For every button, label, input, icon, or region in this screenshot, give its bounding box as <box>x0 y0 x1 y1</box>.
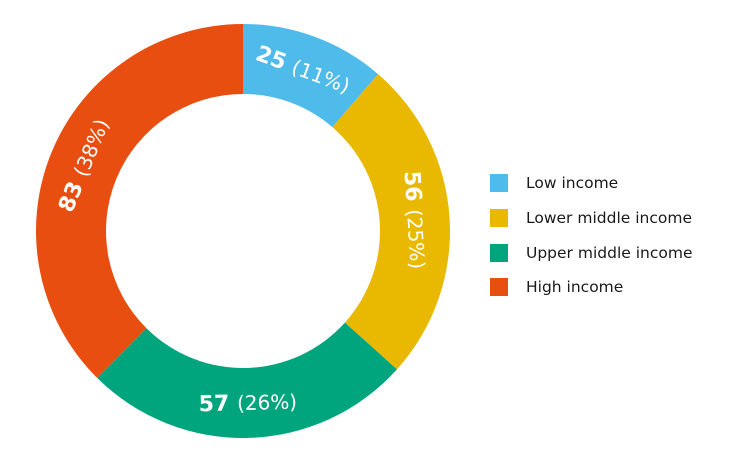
legend-label: Lower middle income <box>526 209 692 228</box>
legend-item-upper-middle-income: Upper middle income <box>490 235 740 270</box>
donut-slice-low-income <box>243 24 379 128</box>
legend-label: Low income <box>526 174 619 193</box>
legend-label: High income <box>526 278 624 297</box>
legend-swatch <box>490 174 508 193</box>
legend-label: Upper middle income <box>526 243 693 262</box>
donut-slice-high-income <box>36 24 243 378</box>
slice-percent-label: (26%) <box>237 390 298 416</box>
chart-legend: Low income Lower middle income Upper middl… <box>490 166 740 305</box>
slice-data-label: 56 (25%) <box>399 170 430 270</box>
legend-swatch <box>490 278 508 297</box>
donut-slice-lower-middle-income <box>332 74 450 370</box>
legend-item-low-income: Low income <box>490 166 740 201</box>
slice-data-label: 57 (26%) <box>198 389 297 417</box>
slice-label-group: 57 (26%) <box>198 389 297 417</box>
legend-item-lower-middle-income: Lower middle income <box>490 201 740 236</box>
donut-slice-upper-middle-income <box>97 322 397 438</box>
slice-value-label: 57 <box>198 391 237 417</box>
legend-swatch <box>490 243 508 262</box>
slice-percent-label: (25%) <box>402 208 430 269</box>
legend-item-high-income: High income <box>490 270 740 305</box>
slice-label-group: 56 (25%) <box>399 170 430 270</box>
slice-value-label: 56 <box>399 170 426 210</box>
legend-swatch <box>490 209 508 228</box>
